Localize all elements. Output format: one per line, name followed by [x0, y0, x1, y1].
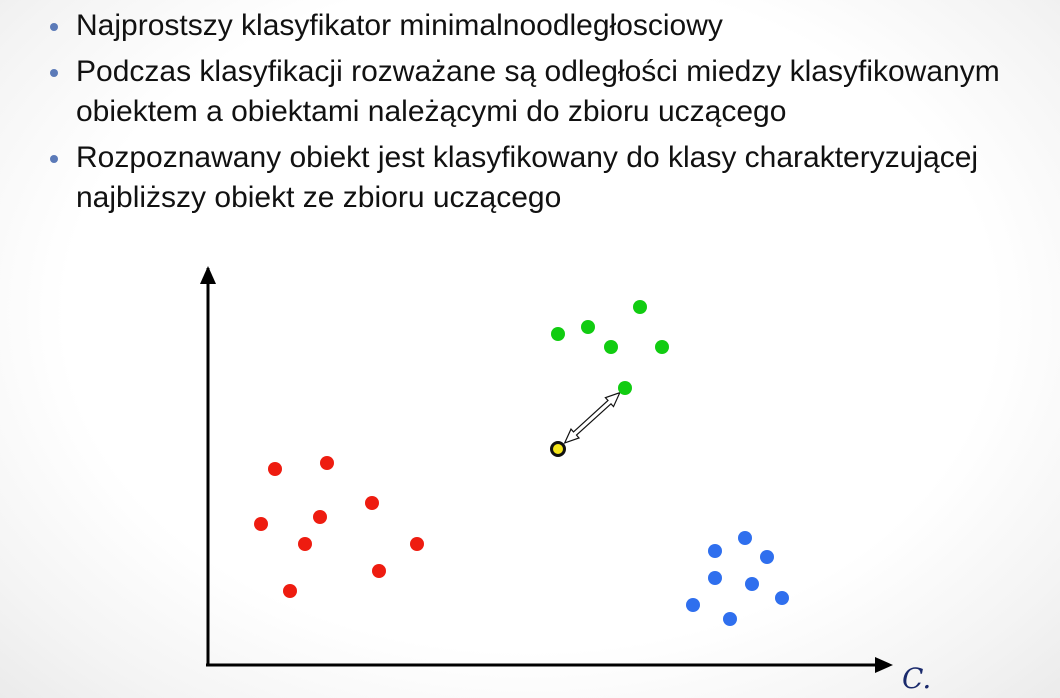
blue-class-point: [745, 577, 759, 591]
green-class-point: [604, 340, 618, 354]
red-class-point: [410, 537, 424, 551]
red-class-point: [254, 517, 268, 531]
bullet-text: Najprostszy klasyfikator minimalnoodległ…: [76, 9, 723, 42]
blue-class-point: [775, 591, 789, 605]
red-class-point: [320, 456, 334, 470]
red-class-point: [268, 462, 282, 476]
corner-mark: C.: [902, 662, 931, 695]
distance-arrow: [563, 391, 621, 444]
red-class-point: [365, 496, 379, 510]
bullet-item-3: Rozpoznawany obiekt jest klasyfikowany d…: [44, 138, 1044, 218]
blue-class-point: [708, 544, 722, 558]
bullet-text: Podczas klasyfikacji rozważane są odległ…: [76, 55, 1000, 128]
data-points: [254, 300, 789, 626]
red-class-point: [298, 537, 312, 551]
axes: [200, 266, 893, 673]
red-class-point: [372, 564, 386, 578]
blue-class-point: [708, 571, 722, 585]
red-class-point: [283, 584, 297, 598]
green-class-point: [581, 320, 595, 334]
green-class-point: [618, 381, 632, 395]
x-axis-arrow-icon: [875, 657, 893, 673]
y-axis-arrow-icon: [200, 266, 216, 284]
bullet-dot-icon: [50, 69, 58, 77]
bullet-item-2: Podczas klasyfikacji rozważane są odległ…: [44, 52, 1044, 132]
bullet-item-1: Najprostszy klasyfikator minimalnoodległ…: [44, 6, 1044, 46]
query-point: [550, 441, 566, 457]
green-class-point: [633, 300, 647, 314]
blue-class-point: [686, 598, 700, 612]
bullet-dot-icon: [50, 155, 58, 163]
blue-class-point: [760, 550, 774, 564]
bullet-text: Rozpoznawany obiekt jest klasyfikowany d…: [76, 141, 979, 214]
distance-arrow-shape: [563, 391, 621, 444]
blue-class-point: [723, 612, 737, 626]
blue-class-point: [738, 531, 752, 545]
red-class-point: [313, 510, 327, 524]
bullet-dot-icon: [50, 23, 58, 31]
bullet-list: Najprostszy klasyfikator minimalnoodległ…: [44, 6, 1044, 224]
green-class-point: [551, 327, 565, 341]
green-class-point: [655, 340, 669, 354]
